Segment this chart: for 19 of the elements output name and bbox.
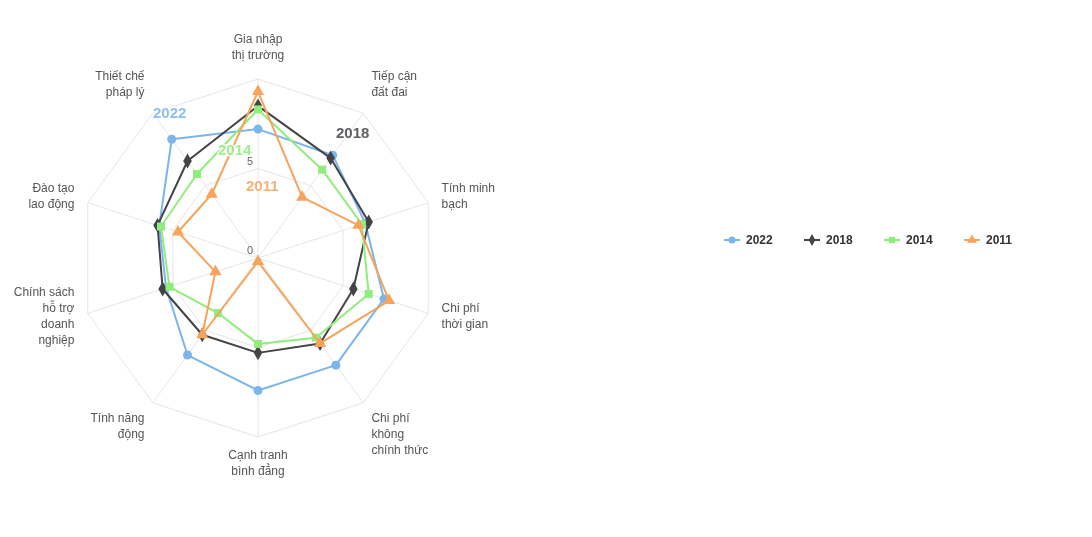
- spoke-label: Chi phí thời gian: [441, 300, 489, 331]
- spoke-label: Cạnh tranh bình đẳng: [228, 448, 288, 478]
- spoke-label: Chính sách hỗ trợ doanh nghiệp: [13, 284, 75, 347]
- spoke-label: Đào tạo lao động: [28, 181, 75, 212]
- y-tick-label: 5: [246, 154, 253, 167]
- spoke-label: Tính năng động: [90, 411, 145, 442]
- text: 2011: [246, 177, 279, 194]
- spoke-label: Chi phí không chính thức: [371, 411, 429, 458]
- legend-label: 2011: [986, 233, 1013, 247]
- legend-label: 2014: [906, 233, 934, 247]
- legend-label: 2018: [826, 233, 854, 247]
- spoke-label: Tính minh bạch: [441, 181, 495, 212]
- text: 2022: [153, 104, 187, 121]
- spoke-label: Tiếp cận đất đai: [371, 68, 418, 99]
- y-tick-label: 0: [246, 244, 253, 256]
- spoke-label: Thiết chế pháp lý: [95, 68, 145, 99]
- legend-label: 2022: [746, 233, 774, 247]
- text: 2018: [336, 124, 370, 141]
- spoke-label: Gia nhập thị trường: [231, 32, 285, 62]
